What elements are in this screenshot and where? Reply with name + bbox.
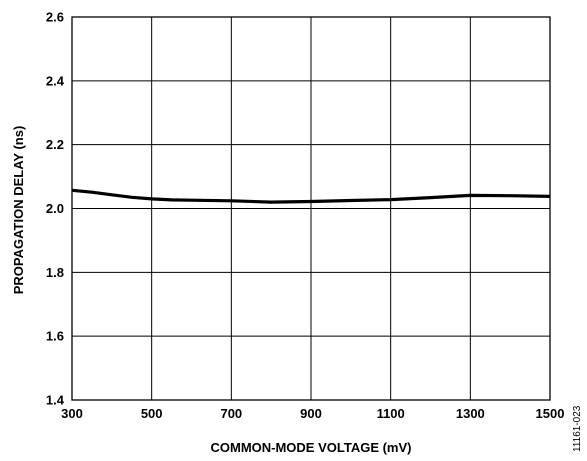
x-tick-label: 300 [61,406,83,421]
x-tick-label: 1300 [456,406,485,421]
x-tick-label: 1100 [377,406,405,421]
y-tick-label: 1.8 [46,265,64,280]
x-tick-labels: 300 500 700 900 1100 1300 1500 [61,406,564,421]
y-tick-label: 2.6 [46,10,64,25]
y-tick-labels: 1.4 1.6 1.8 2.0 2.2 2.4 2.6 [46,10,65,408]
series-line [71,188,551,204]
plot-frame [71,16,551,401]
y-tick-label: 2.2 [46,137,64,152]
y-tick-label: 2.4 [46,73,65,88]
grid [71,16,551,401]
x-tick-label: 900 [300,406,322,421]
y-tick-label: 1.6 [46,329,64,344]
x-tick-label: 500 [141,406,163,421]
figure-id: 11161-023 [572,405,583,452]
y-tick-label: 1.4 [46,393,65,408]
x-tick-label: 700 [220,406,242,421]
y-tick-label: 2.0 [46,201,64,216]
x-tick-label: 1500 [536,406,565,421]
y-axis-label: PROPAGATION DELAY (ns) [11,126,26,295]
series-layer [71,188,551,204]
x-axis-label: COMMON-MODE VOLTAGE (mV) [210,440,411,455]
